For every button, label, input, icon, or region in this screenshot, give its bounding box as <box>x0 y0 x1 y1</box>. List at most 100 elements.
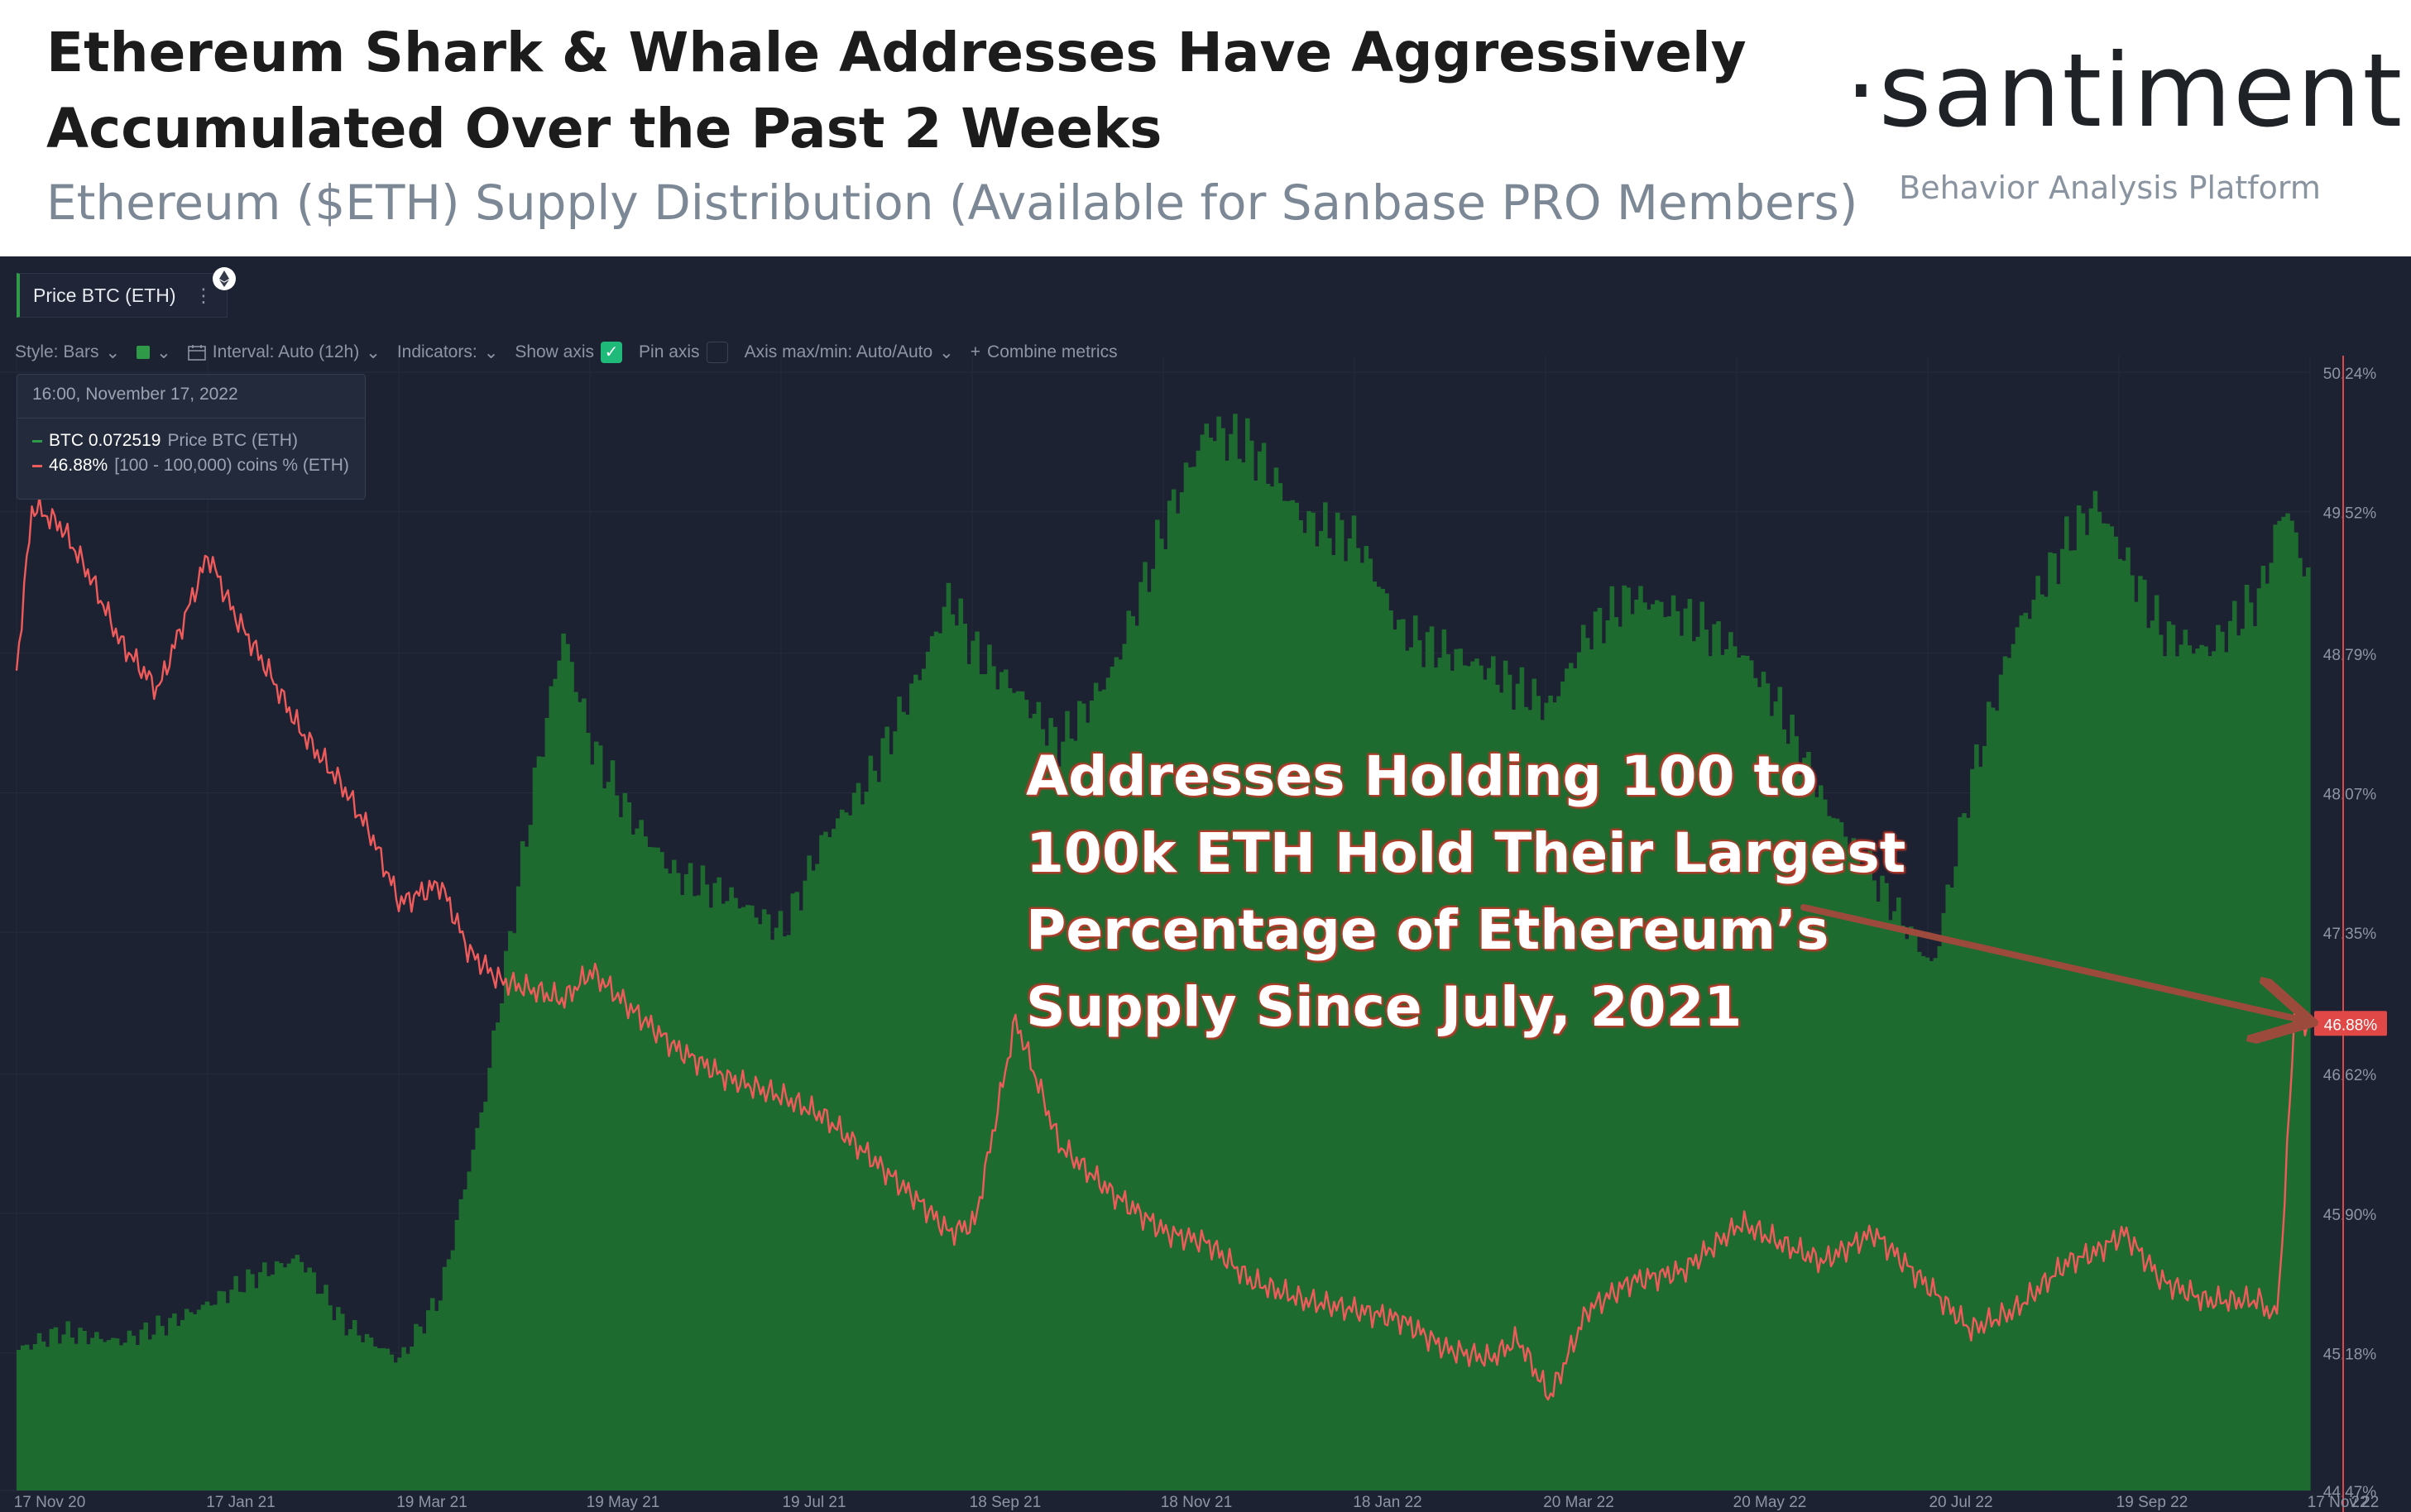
price-bar <box>618 816 624 1490</box>
price-bar <box>1057 766 1062 1490</box>
interval-dropdown[interactable]: Interval: Auto (12h) ⌄ <box>187 342 381 363</box>
price-bar <box>45 1347 50 1490</box>
price-bar <box>745 905 750 1490</box>
price-bar <box>2260 566 2266 1490</box>
price-bar <box>2269 562 2274 1490</box>
price-bar <box>1584 638 1590 1490</box>
price-bar <box>515 886 521 1490</box>
combine-metrics-button[interactable]: + Combine metrics <box>971 342 1118 362</box>
price-bar <box>1097 691 1103 1490</box>
price-bar <box>1507 674 1512 1490</box>
price-bar <box>1814 797 1819 1490</box>
tooltip-price-value: BTC 0.072519 <box>49 431 161 450</box>
price-bar <box>1479 665 1484 1490</box>
price-bar <box>929 636 935 1490</box>
price-bar <box>933 631 939 1490</box>
price-bar <box>2207 656 2212 1490</box>
x-tick-label: 18 Jan 22 <box>1353 1494 1421 1511</box>
price-bar <box>754 917 759 1490</box>
price-bar <box>1765 683 1771 1490</box>
price-bar <box>672 859 677 1490</box>
price-bar <box>1118 659 1124 1490</box>
price-bar <box>1130 615 1135 1490</box>
metric-tab-label: Price BTC (ETH) <box>33 284 176 306</box>
price-bar <box>1605 620 1611 1490</box>
show-axis-toggle[interactable]: Show axis ✓ <box>515 342 623 363</box>
supply-percentage-line <box>15 495 2311 1401</box>
price-bar <box>1273 467 1279 1490</box>
price-bar <box>86 1344 91 1490</box>
axis-minmax-dropdown[interactable]: Axis max/min: Auto/Auto ⌄ <box>745 342 954 363</box>
price-bar <box>1347 538 1353 1490</box>
price-bar <box>1933 958 1939 1490</box>
price-bar <box>147 1339 152 1490</box>
price-bar <box>1998 674 2004 1490</box>
price-bar <box>1225 460 1229 1490</box>
price-bar <box>1421 667 1426 1490</box>
page-subtitle: Ethereum ($ETH) Supply Distribution (Ava… <box>46 175 1858 231</box>
price-bar <box>913 674 918 1490</box>
price-bar <box>1892 911 1897 1490</box>
price-bar <box>2158 634 2164 1490</box>
pin-axis-toggle[interactable]: Pin axis <box>639 342 728 363</box>
price-bar <box>242 1292 247 1490</box>
price-bar <box>463 1189 468 1490</box>
checkbox-unchecked-icon[interactable] <box>706 342 728 363</box>
more-options-icon[interactable]: ⋮ <box>194 284 213 306</box>
price-bar <box>299 1261 304 1490</box>
price-bar <box>2113 536 2118 1490</box>
price-bar <box>704 884 710 1490</box>
price-bar <box>135 1345 141 1490</box>
chart-tooltip: 16:00, November 17, 2022 BTC 0.072519 Pr… <box>17 374 366 500</box>
price-bar <box>118 1345 124 1490</box>
legend-dash-price <box>32 439 42 443</box>
price-bar <box>1212 441 1217 1491</box>
price-bar <box>717 877 721 1490</box>
plus-icon: + <box>970 342 981 361</box>
price-bar <box>1867 850 1872 1490</box>
indicators-dropdown[interactable]: Indicators: ⌄ <box>397 342 499 363</box>
price-bar <box>2130 575 2135 1490</box>
price-bar <box>1515 683 1521 1490</box>
metric-tab-price-btc[interactable]: Price BTC (ETH) ⋮ <box>17 273 228 318</box>
price-bar <box>1843 836 1848 1490</box>
color-picker[interactable]: ⌄ <box>137 342 171 363</box>
price-bar <box>1343 561 1349 1490</box>
price-bar <box>1920 955 1926 1490</box>
annotation-arrow <box>1800 904 2305 1021</box>
price-bar <box>832 829 836 1490</box>
price-bar <box>53 1327 59 1490</box>
price-bar <box>1036 701 1042 1490</box>
style-dropdown[interactable]: Style: Bars ⌄ <box>15 342 120 363</box>
price-bar <box>229 1290 234 1490</box>
price-bar <box>479 1112 484 1490</box>
price-bar <box>1752 677 1758 1490</box>
price-bar <box>614 795 620 1490</box>
price-bar <box>368 1337 374 1490</box>
price-bar <box>434 1310 439 1490</box>
y-tick-label: 45.90% <box>2323 1207 2377 1224</box>
price-bar <box>1806 752 1811 1490</box>
price-bar <box>1364 546 1369 1490</box>
price-bar <box>1859 873 1865 1490</box>
price-bar <box>450 1250 456 1490</box>
price-bar <box>983 674 988 1490</box>
price-bar <box>1863 868 1868 1490</box>
price-bar <box>28 1349 34 1490</box>
price-bar <box>2216 624 2221 1490</box>
price-bar <box>1994 711 2000 1490</box>
price-bar <box>2076 505 2082 1490</box>
price-bar <box>901 711 906 1490</box>
price-bar <box>1319 531 1324 1490</box>
y-tick-label: 50.24% <box>2323 366 2377 383</box>
price-bar <box>2203 646 2208 1490</box>
price-bar <box>1781 729 1786 1490</box>
price-bar <box>508 931 513 1490</box>
price-bar <box>1277 483 1283 1490</box>
y-tick-label: 45.18% <box>2323 1347 2377 1364</box>
checkbox-checked-icon[interactable]: ✓ <box>601 342 623 363</box>
price-bar <box>1691 641 1697 1491</box>
price-bar <box>975 631 980 1490</box>
price-bar <box>143 1322 148 1490</box>
price-bar <box>2248 602 2254 1490</box>
